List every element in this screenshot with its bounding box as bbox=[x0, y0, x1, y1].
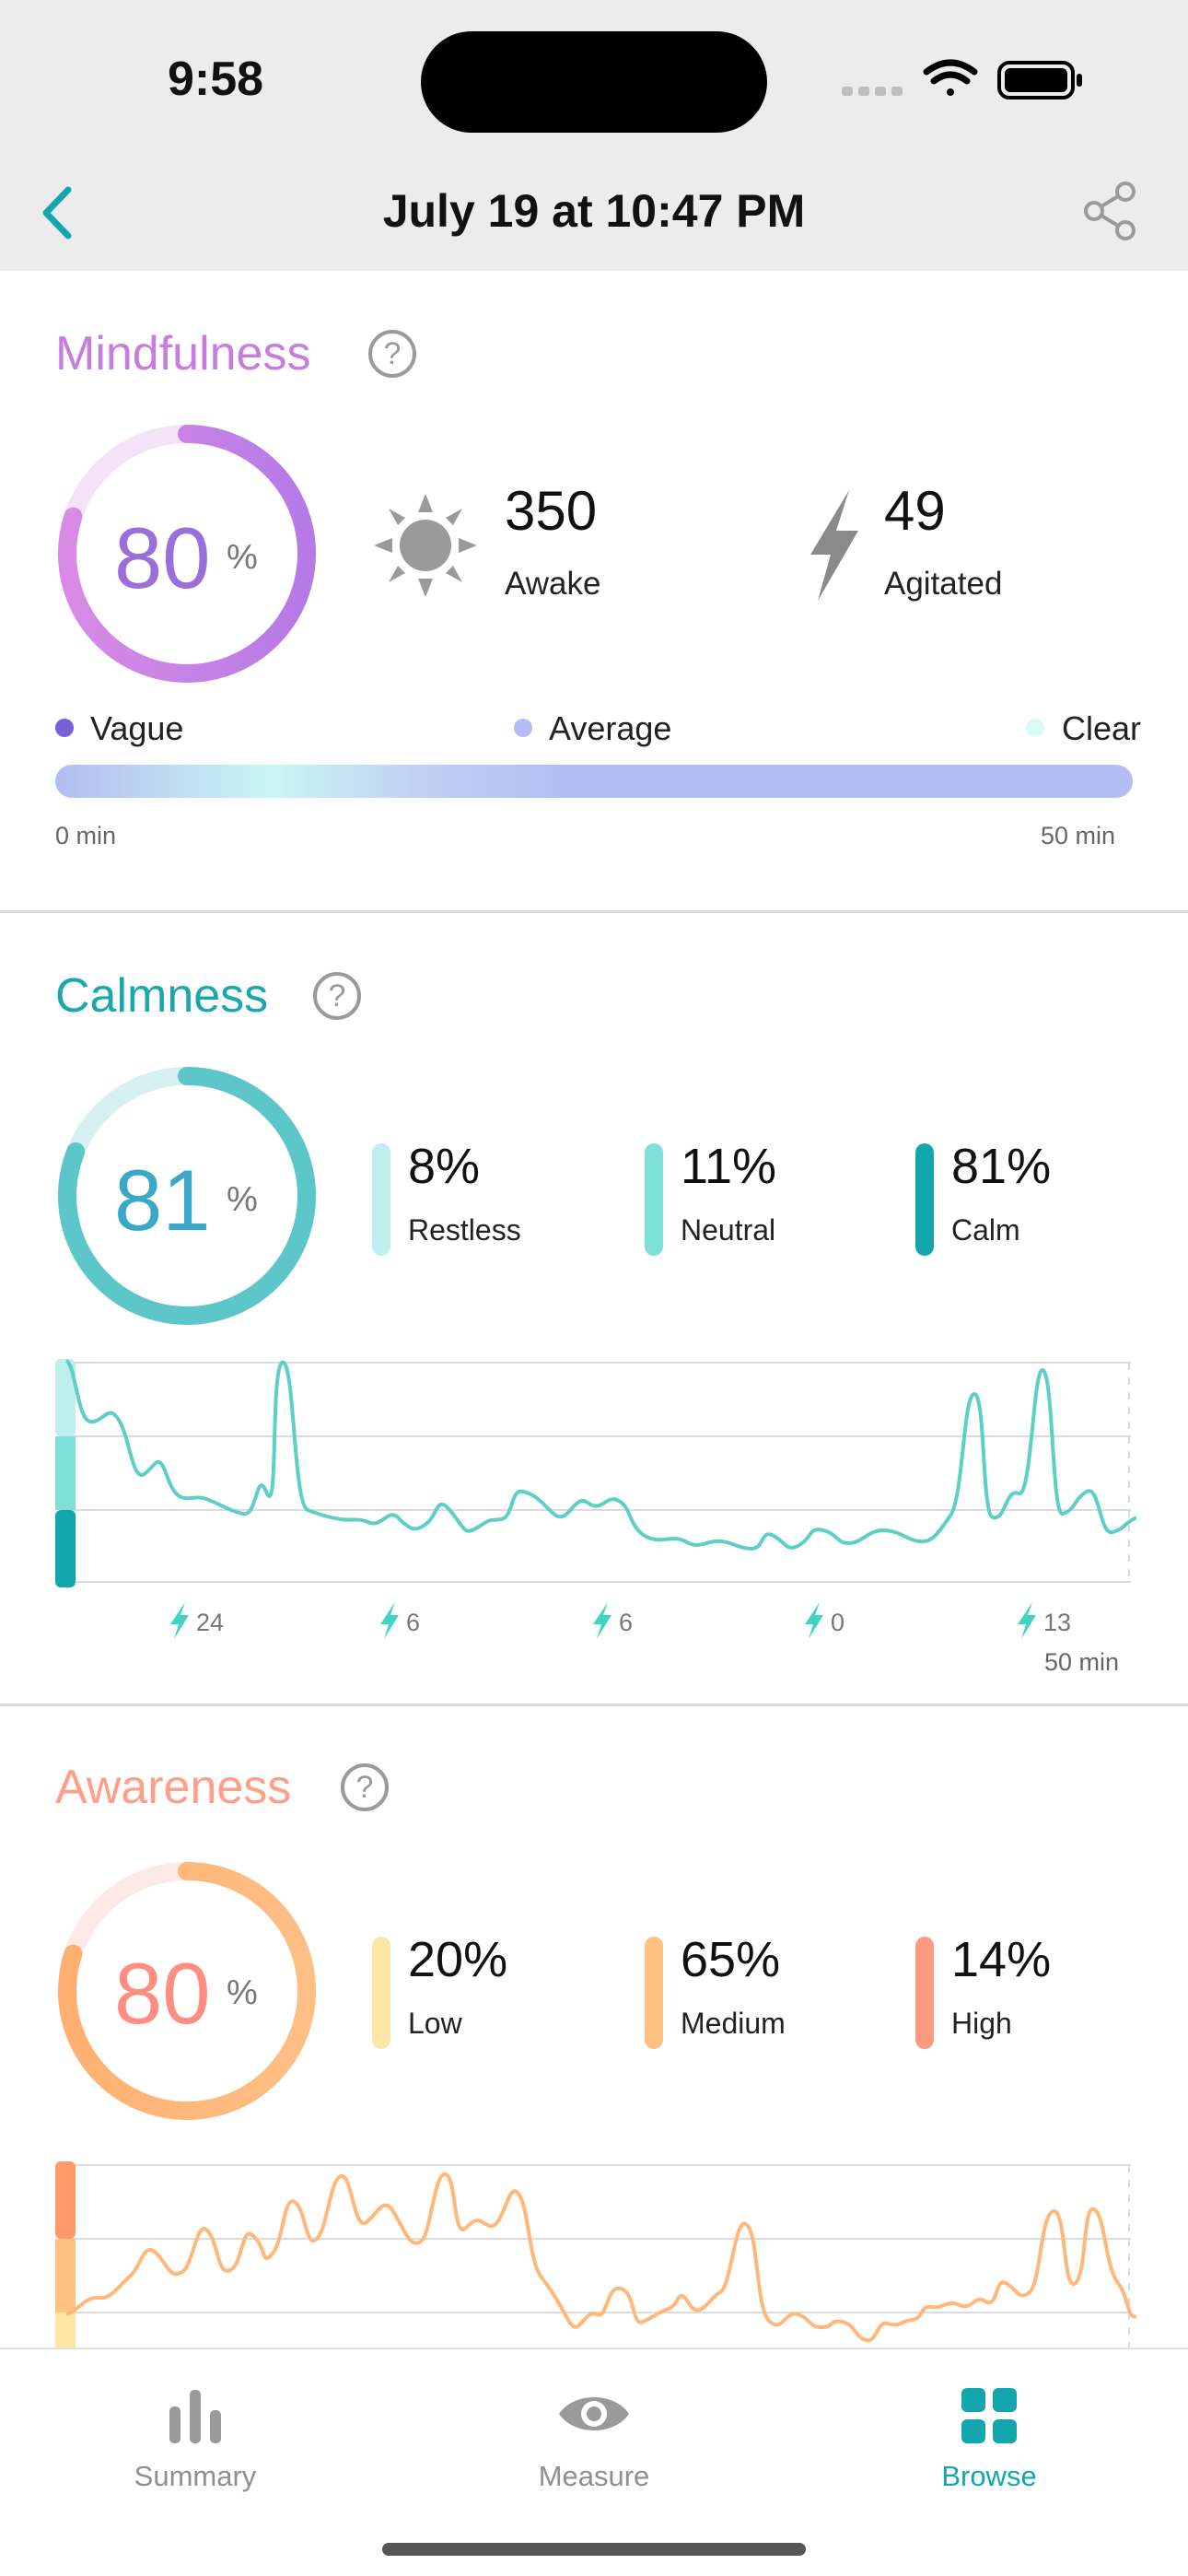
calmness-marker-2: 6 bbox=[406, 1609, 421, 1636]
lightning-icon bbox=[810, 490, 858, 601]
awareness-score-ring bbox=[58, 1862, 316, 2120]
dynamic-island bbox=[421, 31, 767, 133]
calm-value: 81% bbox=[951, 1139, 1052, 1194]
calmness-marker-1: 24 bbox=[196, 1609, 225, 1636]
calmness-marker-3: 6 bbox=[619, 1609, 634, 1636]
calmness-section: Calmness ? 81 % 8% Restless 11% Neutral … bbox=[0, 913, 1188, 1704]
calmness-marker-icon-2 bbox=[380, 1602, 399, 1639]
agitated-value: 49 bbox=[884, 480, 946, 542]
tab-summary-label: Summary bbox=[134, 2460, 257, 2492]
calmness-marker-icon-3 bbox=[593, 1602, 611, 1639]
medium-value: 65% bbox=[681, 1932, 781, 1987]
mindfulness-score: 80 bbox=[114, 509, 211, 606]
calmness-marker-icon-4 bbox=[805, 1602, 823, 1639]
awareness-wave-chart bbox=[55, 2161, 1136, 2348]
tab-measure-label: Measure bbox=[538, 2460, 650, 2492]
high-bar bbox=[915, 1937, 934, 2049]
restless-bar bbox=[372, 1143, 390, 1256]
back-chevron-icon[interactable] bbox=[28, 181, 92, 245]
awareness-help-icon[interactable]: ? bbox=[341, 1763, 389, 1811]
calm-bar bbox=[915, 1143, 934, 1256]
mindfulness-title: Mindfulness bbox=[55, 327, 311, 381]
medium-bar bbox=[645, 1937, 663, 2049]
legend-clear: Clear bbox=[1062, 709, 1142, 747]
calmness-marker-5: 13 bbox=[1043, 1609, 1072, 1636]
mindfulness-section: Mindfulness ? 80 % 350 Awake 49 Agita bbox=[0, 271, 1188, 910]
tab-browse[interactable]: Browse bbox=[869, 2368, 1109, 2506]
mindfulness-help-icon[interactable]: ? bbox=[368, 330, 416, 378]
legend-dot-average bbox=[514, 719, 532, 737]
low-bar bbox=[372, 1937, 390, 2049]
divider-1 bbox=[0, 910, 1188, 913]
agitated-label: Agitated bbox=[884, 566, 1003, 602]
low-label: Low bbox=[408, 2007, 462, 2040]
low-value: 20% bbox=[408, 1932, 508, 1987]
nav-bar: July 19 at 10:47 PM bbox=[0, 157, 1188, 271]
restless-value: 8% bbox=[408, 1139, 481, 1194]
tab-measure[interactable]: Measure bbox=[474, 2368, 714, 2506]
mindfulness-range-end: 50 min bbox=[1041, 822, 1116, 849]
calmness-score: 81 bbox=[114, 1152, 211, 1248]
page-title: July 19 at 10:47 PM bbox=[382, 185, 806, 237]
status-bar: 9:58 bbox=[0, 0, 1188, 157]
mindfulness-unit: % bbox=[227, 538, 258, 577]
mindfulness-range-start: 0 min bbox=[55, 822, 117, 849]
neutral-value: 11% bbox=[681, 1139, 777, 1194]
bar-chart-icon bbox=[169, 2390, 221, 2443]
sun-icon bbox=[374, 494, 477, 597]
tab-browse-label: Browse bbox=[941, 2460, 1037, 2492]
restless-label: Restless bbox=[408, 1213, 521, 1247]
neutral-label: Neutral bbox=[681, 1213, 776, 1247]
calmness-score-ring bbox=[58, 1067, 316, 1325]
status-icons bbox=[842, 59, 1082, 100]
calmness-marker-4: 0 bbox=[831, 1609, 845, 1636]
eye-icon bbox=[559, 2397, 629, 2430]
high-value: 14% bbox=[951, 1932, 1052, 1987]
awareness-title: Awareness bbox=[55, 1761, 292, 1814]
awareness-score: 80 bbox=[114, 1945, 211, 2042]
calmness-title: Calmness bbox=[55, 969, 269, 1023]
wifi-icon bbox=[923, 59, 978, 96]
awareness-unit: % bbox=[227, 1973, 258, 2012]
battery-icon bbox=[997, 61, 1082, 100]
tab-summary[interactable]: Summary bbox=[76, 2368, 315, 2506]
awareness-section: Awareness ? 80 % 20% Low 65% Medium 14% … bbox=[0, 1706, 1188, 2348]
status-time: 9:58 bbox=[168, 53, 264, 106]
awake-value: 350 bbox=[505, 480, 598, 542]
awake-label: Awake bbox=[505, 566, 601, 602]
divider-2 bbox=[0, 1704, 1188, 1706]
grid-icon bbox=[961, 2388, 1017, 2443]
share-icon[interactable] bbox=[1077, 179, 1142, 243]
legend-dot-vague bbox=[55, 719, 74, 737]
mindfulness-timeline-bar bbox=[55, 765, 1133, 798]
calmness-marker-icon-1 bbox=[170, 1602, 189, 1639]
home-indicator bbox=[382, 2543, 806, 2556]
calm-label: Calm bbox=[951, 1213, 1020, 1247]
medium-label: Medium bbox=[681, 2007, 786, 2040]
calmness-help-icon[interactable]: ? bbox=[313, 972, 361, 1020]
cellular-signal-icon bbox=[842, 87, 903, 96]
high-label: High bbox=[951, 2007, 1012, 2040]
calmness-marker-icon-5 bbox=[1018, 1602, 1036, 1639]
mindfulness-score-ring bbox=[58, 425, 316, 683]
neutral-bar bbox=[645, 1143, 663, 1256]
tab-bar: Summary Measure Browse bbox=[0, 2348, 1188, 2576]
legend-dot-clear bbox=[1026, 719, 1044, 737]
calmness-range-end: 50 min bbox=[1044, 1648, 1120, 1676]
calmness-unit: % bbox=[227, 1180, 258, 1219]
legend-vague: Vague bbox=[90, 709, 184, 747]
legend-average: Average bbox=[549, 709, 672, 747]
calmness-wave-chart bbox=[55, 1359, 1136, 1587]
